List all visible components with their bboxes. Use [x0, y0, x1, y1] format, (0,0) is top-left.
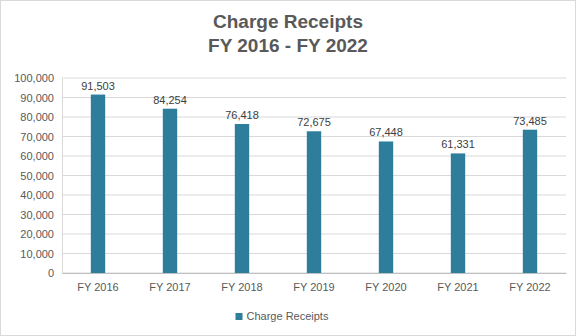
y-tick: 80,000: [20, 111, 62, 123]
y-tick-label: 70,000: [20, 131, 54, 143]
data-label: 73,485: [513, 115, 547, 127]
bars: [91, 95, 537, 273]
y-tick-label: 60,000: [20, 150, 54, 162]
y-tick-label: 80,000: [20, 111, 54, 123]
y-tick-label: 30,000: [20, 209, 54, 221]
chart-title: Charge Receipts: [213, 11, 363, 32]
y-tick: 30,000: [20, 209, 62, 221]
legend-label: Charge Receipts: [247, 310, 329, 322]
y-tick-label: 90,000: [20, 92, 54, 104]
grid-line: [62, 97, 566, 98]
y-axis-line: [62, 79, 63, 274]
x-tick-label: FY 2017: [149, 281, 190, 293]
legend-swatch: [236, 313, 243, 320]
y-tick: 70,000: [20, 131, 62, 143]
data-label: 67,448: [369, 126, 403, 138]
data-label: 76,418: [225, 109, 259, 121]
grid: [62, 78, 566, 273]
data-label: 91,503: [81, 80, 115, 92]
y-tick: 20,000: [20, 228, 62, 240]
y-tick: 100,000: [14, 72, 62, 84]
y-tick: 40,000: [20, 189, 62, 201]
x-tick-label: FY 2022: [509, 281, 550, 293]
chart-svg: Charge Receipts FY 2016 - FY 2022 0 10,000 2…: [0, 0, 576, 336]
data-label: 72,675: [297, 116, 331, 128]
y-tick-label: 40,000: [20, 189, 54, 201]
y-tick: 10,000: [20, 248, 62, 260]
bar: [379, 141, 393, 273]
x-tick: FY 2019: [293, 273, 334, 293]
y-tick-label: 50,000: [20, 170, 54, 182]
x-tick-label: FY 2016: [77, 281, 118, 293]
bar: [307, 131, 321, 273]
x-axis: FY 2016 FY 2017 FY 2018 FY 2019 FY 2020 FY 20…: [63, 273, 567, 293]
data-labels: 91,503 84,254 76,418 72,675 67,448 61,331 73,4…: [81, 80, 547, 151]
x-axis-line: [63, 273, 567, 274]
plot-area: 0 10,000 20,000 30,000 40,000 50,000 60,000 70,…: [14, 72, 566, 293]
bar: [523, 130, 537, 273]
x-tick: FY 2022: [509, 273, 550, 293]
x-tick-label: FY 2019: [293, 281, 334, 293]
bar: [163, 109, 177, 273]
bar: [91, 95, 105, 273]
chart-subtitle: FY 2016 - FY 2022: [208, 35, 368, 56]
grid-line: [62, 78, 566, 79]
y-tick-label: 10,000: [20, 248, 54, 260]
y-tick-label: 0: [48, 267, 54, 279]
bar: [451, 153, 465, 273]
x-tick: FY 2021: [437, 273, 478, 293]
y-axis: 0 10,000 20,000 30,000 40,000 50,000 60,000 70,…: [14, 72, 62, 279]
x-tick: FY 2016: [77, 273, 118, 293]
x-tick: FY 2018: [221, 273, 262, 293]
y-tick: 50,000: [20, 170, 62, 182]
x-tick-label: FY 2020: [365, 281, 406, 293]
chart-frame: [1, 1, 576, 336]
data-label: 61,331: [441, 138, 475, 150]
y-tick-label: 100,000: [14, 72, 54, 84]
bar: [235, 124, 249, 273]
y-tick: 60,000: [20, 150, 62, 162]
x-tick: FY 2020: [365, 273, 406, 293]
legend: Charge Receipts: [236, 310, 329, 322]
data-label: 84,254: [153, 94, 187, 106]
y-tick: 90,000: [20, 92, 62, 104]
y-tick-label: 20,000: [20, 228, 54, 240]
x-tick: FY 2017: [149, 273, 190, 293]
x-tick-label: FY 2018: [221, 281, 262, 293]
y-tick: 0: [48, 267, 62, 279]
x-tick-label: FY 2021: [437, 281, 478, 293]
